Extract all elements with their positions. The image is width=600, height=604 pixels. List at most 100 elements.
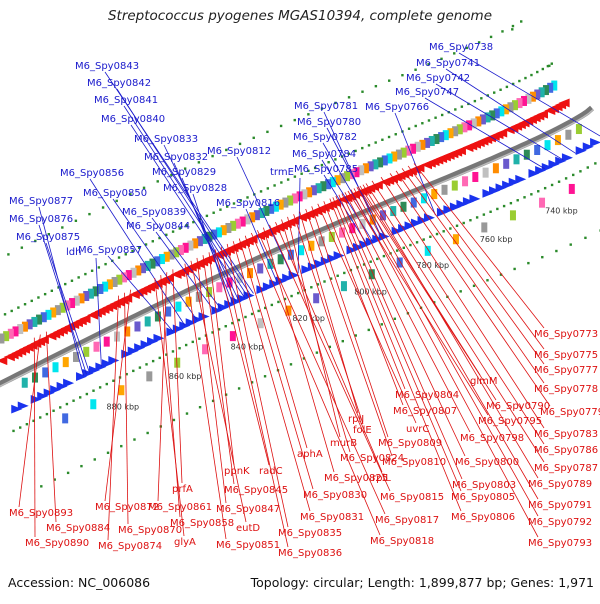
reverse-gene-label: M6_Spy0809 <box>378 438 442 449</box>
tick-dot <box>362 263 366 266</box>
forward-gene-arrow <box>535 166 547 175</box>
tick-dot <box>516 199 519 202</box>
tick-dot <box>198 337 201 340</box>
tick-dot <box>415 241 419 244</box>
cog-block <box>42 367 49 378</box>
reverse-gene-label: M6_Spy0815 <box>380 492 444 503</box>
cog-block <box>83 291 90 302</box>
tick-dot <box>266 187 270 190</box>
reverse-gene-label: M6_Spy0884 <box>46 523 110 534</box>
reverse-gene-label: M6_Spy0858 <box>170 518 234 529</box>
tick-dot <box>414 124 417 128</box>
cog-block <box>0 333 5 344</box>
tick-dot <box>505 85 509 89</box>
reverse-leader-line <box>365 183 545 463</box>
cog-block <box>507 102 514 113</box>
tick-dot <box>382 254 386 258</box>
tick-dot <box>354 334 357 337</box>
cog-block <box>253 210 260 221</box>
tick-dot <box>393 317 397 320</box>
forward-leader-line <box>458 52 600 137</box>
tick-dot <box>546 64 550 68</box>
forward-gene-arrow <box>301 265 313 274</box>
cog-block <box>173 247 180 258</box>
cog-block <box>111 277 118 288</box>
reverse-leader-line <box>344 192 471 433</box>
reverse-gene-label: M6_Spy0775 <box>534 350 598 361</box>
scale-label: 760 kbp <box>480 235 513 244</box>
cog-block <box>83 346 90 357</box>
cog-block <box>45 309 52 320</box>
cog-block <box>489 110 496 121</box>
cog-block <box>36 314 43 325</box>
tick-dot <box>184 343 188 347</box>
cog-block <box>441 184 448 195</box>
cog-block <box>306 187 313 198</box>
tick-dot <box>165 353 168 356</box>
reverse-leader-line <box>244 235 308 449</box>
cog-block <box>513 154 520 165</box>
tick-dot <box>138 366 142 369</box>
forward-leader-line <box>181 177 234 304</box>
forward-gene-label: M6_Spy0785 <box>294 164 358 175</box>
forward-leader-line <box>107 255 174 332</box>
tick-dot <box>45 412 49 416</box>
cog-block <box>520 95 527 106</box>
cog-block <box>405 145 412 156</box>
forward-leader-line <box>130 124 245 298</box>
scale-label: 880 kbp <box>107 403 140 412</box>
cog-block <box>503 158 510 169</box>
cog-block <box>69 298 76 309</box>
tick-dot <box>572 173 575 177</box>
forward-gene-arrow <box>582 142 594 152</box>
forward-gene-label: M6_Spy0738 <box>429 42 493 53</box>
forward-genes <box>11 138 600 414</box>
cog-block <box>165 306 172 317</box>
forward-leader-line <box>192 193 231 305</box>
forward-gene-label: M6_Spy0857 <box>78 245 142 256</box>
tick-dot <box>477 41 481 44</box>
forward-gene-arrow <box>185 318 197 328</box>
forward-leader-line <box>151 217 222 309</box>
tick-dot <box>263 375 267 378</box>
backbone <box>0 105 594 388</box>
forward-gene-label: M6_Spy0781 <box>294 101 358 112</box>
reverse-gene-label: M6_Spy0783 <box>534 429 598 440</box>
forward-leader-line <box>45 242 90 373</box>
reverse-gene-label: M6_Spy0835 <box>278 528 342 539</box>
tick-dot <box>564 177 568 180</box>
reverse-gene-label: M6_Spy0830 <box>303 490 367 501</box>
cog-block <box>419 139 426 150</box>
cog-block <box>90 399 97 410</box>
tick-dot <box>376 257 379 261</box>
tick-dot <box>296 291 300 295</box>
tick-dot <box>480 97 483 100</box>
reverse-gene-arrow <box>0 356 8 366</box>
forward-gene-label: M6_Spy0766 <box>365 102 429 113</box>
reverse-gene-label: rplJ <box>348 414 364 425</box>
tick-dot <box>496 207 499 211</box>
tick-dot <box>70 279 74 282</box>
cog-block <box>206 231 213 242</box>
reverse-leader-line <box>257 230 386 515</box>
tick-dot <box>156 180 159 183</box>
tick-dot <box>279 124 283 128</box>
tick-dot <box>328 345 332 349</box>
forward-leader-line <box>322 142 379 240</box>
reverse-gene-label: M6_Spy0831 <box>300 512 364 523</box>
cog-block <box>359 218 366 229</box>
tick-dot <box>101 206 105 209</box>
reverse-leader-line <box>160 275 181 518</box>
reverse-gene-label: uvrC <box>406 424 429 435</box>
tick-dot <box>586 166 589 169</box>
cog-block <box>121 272 128 283</box>
cog-block <box>54 305 61 316</box>
forward-gene-label: M6_Spy0832 <box>144 152 208 163</box>
cog-block <box>339 173 346 184</box>
tick-dot <box>25 422 29 426</box>
reverse-leader-line <box>350 189 539 538</box>
tick-dot <box>327 161 330 164</box>
reverse-gene-arrow <box>128 290 140 300</box>
cog-block <box>466 120 473 131</box>
